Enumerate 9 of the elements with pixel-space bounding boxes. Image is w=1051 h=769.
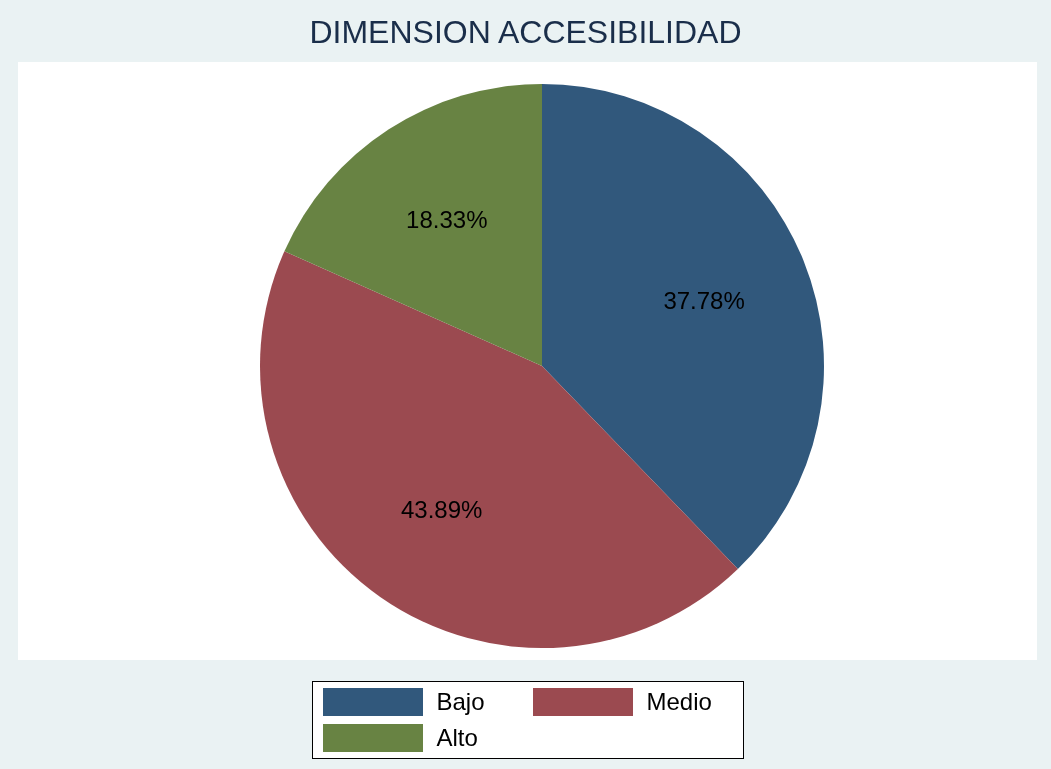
data-label: 18.33% [406, 205, 488, 233]
data-label: 37.78% [663, 287, 745, 315]
chart-title: DIMENSION ACCESIBILIDAD [308, 14, 743, 51]
legend-label: Bajo [436, 688, 485, 716]
legend-label: Alto [436, 724, 478, 752]
data-label: 43.89% [400, 495, 483, 523]
pie-slice [284, 84, 542, 366]
legend-label: Medio [646, 688, 712, 716]
pie-slice [542, 84, 824, 569]
